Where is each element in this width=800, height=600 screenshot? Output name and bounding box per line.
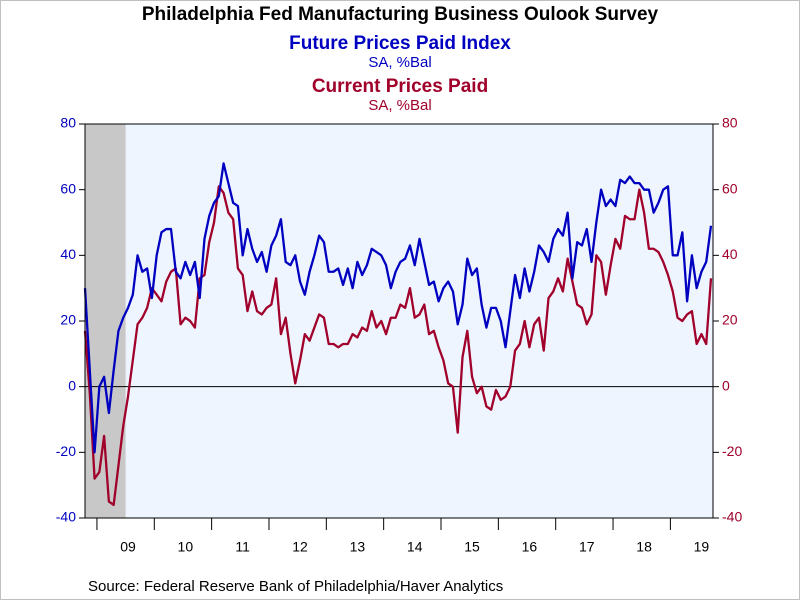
x-tick-label: 19 xyxy=(694,539,710,555)
x-tick-label: 11 xyxy=(235,539,250,555)
y2-tick-label: 0 xyxy=(722,377,730,393)
series-units: SA, %Bal xyxy=(368,97,431,114)
x-tick-label: 09 xyxy=(120,539,136,555)
series-units: SA, %Bal xyxy=(368,54,431,71)
y2-tick-label: -40 xyxy=(722,509,742,525)
y-tick-label: 60 xyxy=(60,180,76,196)
y-tick-label: -40 xyxy=(56,509,76,525)
series-line xyxy=(83,185,713,507)
series-title: Future Prices Paid Index xyxy=(289,33,511,54)
y2-tick-label: 20 xyxy=(722,312,738,328)
x-tick-label: 10 xyxy=(178,539,194,555)
x-tick-label: 12 xyxy=(292,539,308,555)
source-note: Source: Federal Reserve Bank of Philadel… xyxy=(88,578,503,595)
y-tick-label: 20 xyxy=(60,312,76,328)
y-tick-label: -20 xyxy=(56,443,76,459)
series-title: Current Prices Paid xyxy=(312,76,488,97)
y2-tick-label: 60 xyxy=(722,180,738,196)
x-tick-label: 14 xyxy=(407,539,423,555)
y2-tick-label: 80 xyxy=(722,115,738,131)
x-tick-label: 17 xyxy=(579,539,595,555)
x-tick-label: 15 xyxy=(464,539,480,555)
y-tick-label: 40 xyxy=(60,246,76,262)
x-tick-label: 16 xyxy=(522,539,538,555)
x-tick-label: 13 xyxy=(350,539,366,555)
series-line xyxy=(83,162,713,454)
chart-title: Philadelphia Fed Manufacturing Business … xyxy=(142,4,659,25)
plot-border xyxy=(84,123,714,519)
y-tick-label: 80 xyxy=(60,115,76,131)
x-tick-label: 18 xyxy=(636,539,652,555)
y2-tick-label: 40 xyxy=(722,246,738,262)
y2-tick-label: -20 xyxy=(722,443,742,459)
y-tick-label: 0 xyxy=(68,377,76,393)
